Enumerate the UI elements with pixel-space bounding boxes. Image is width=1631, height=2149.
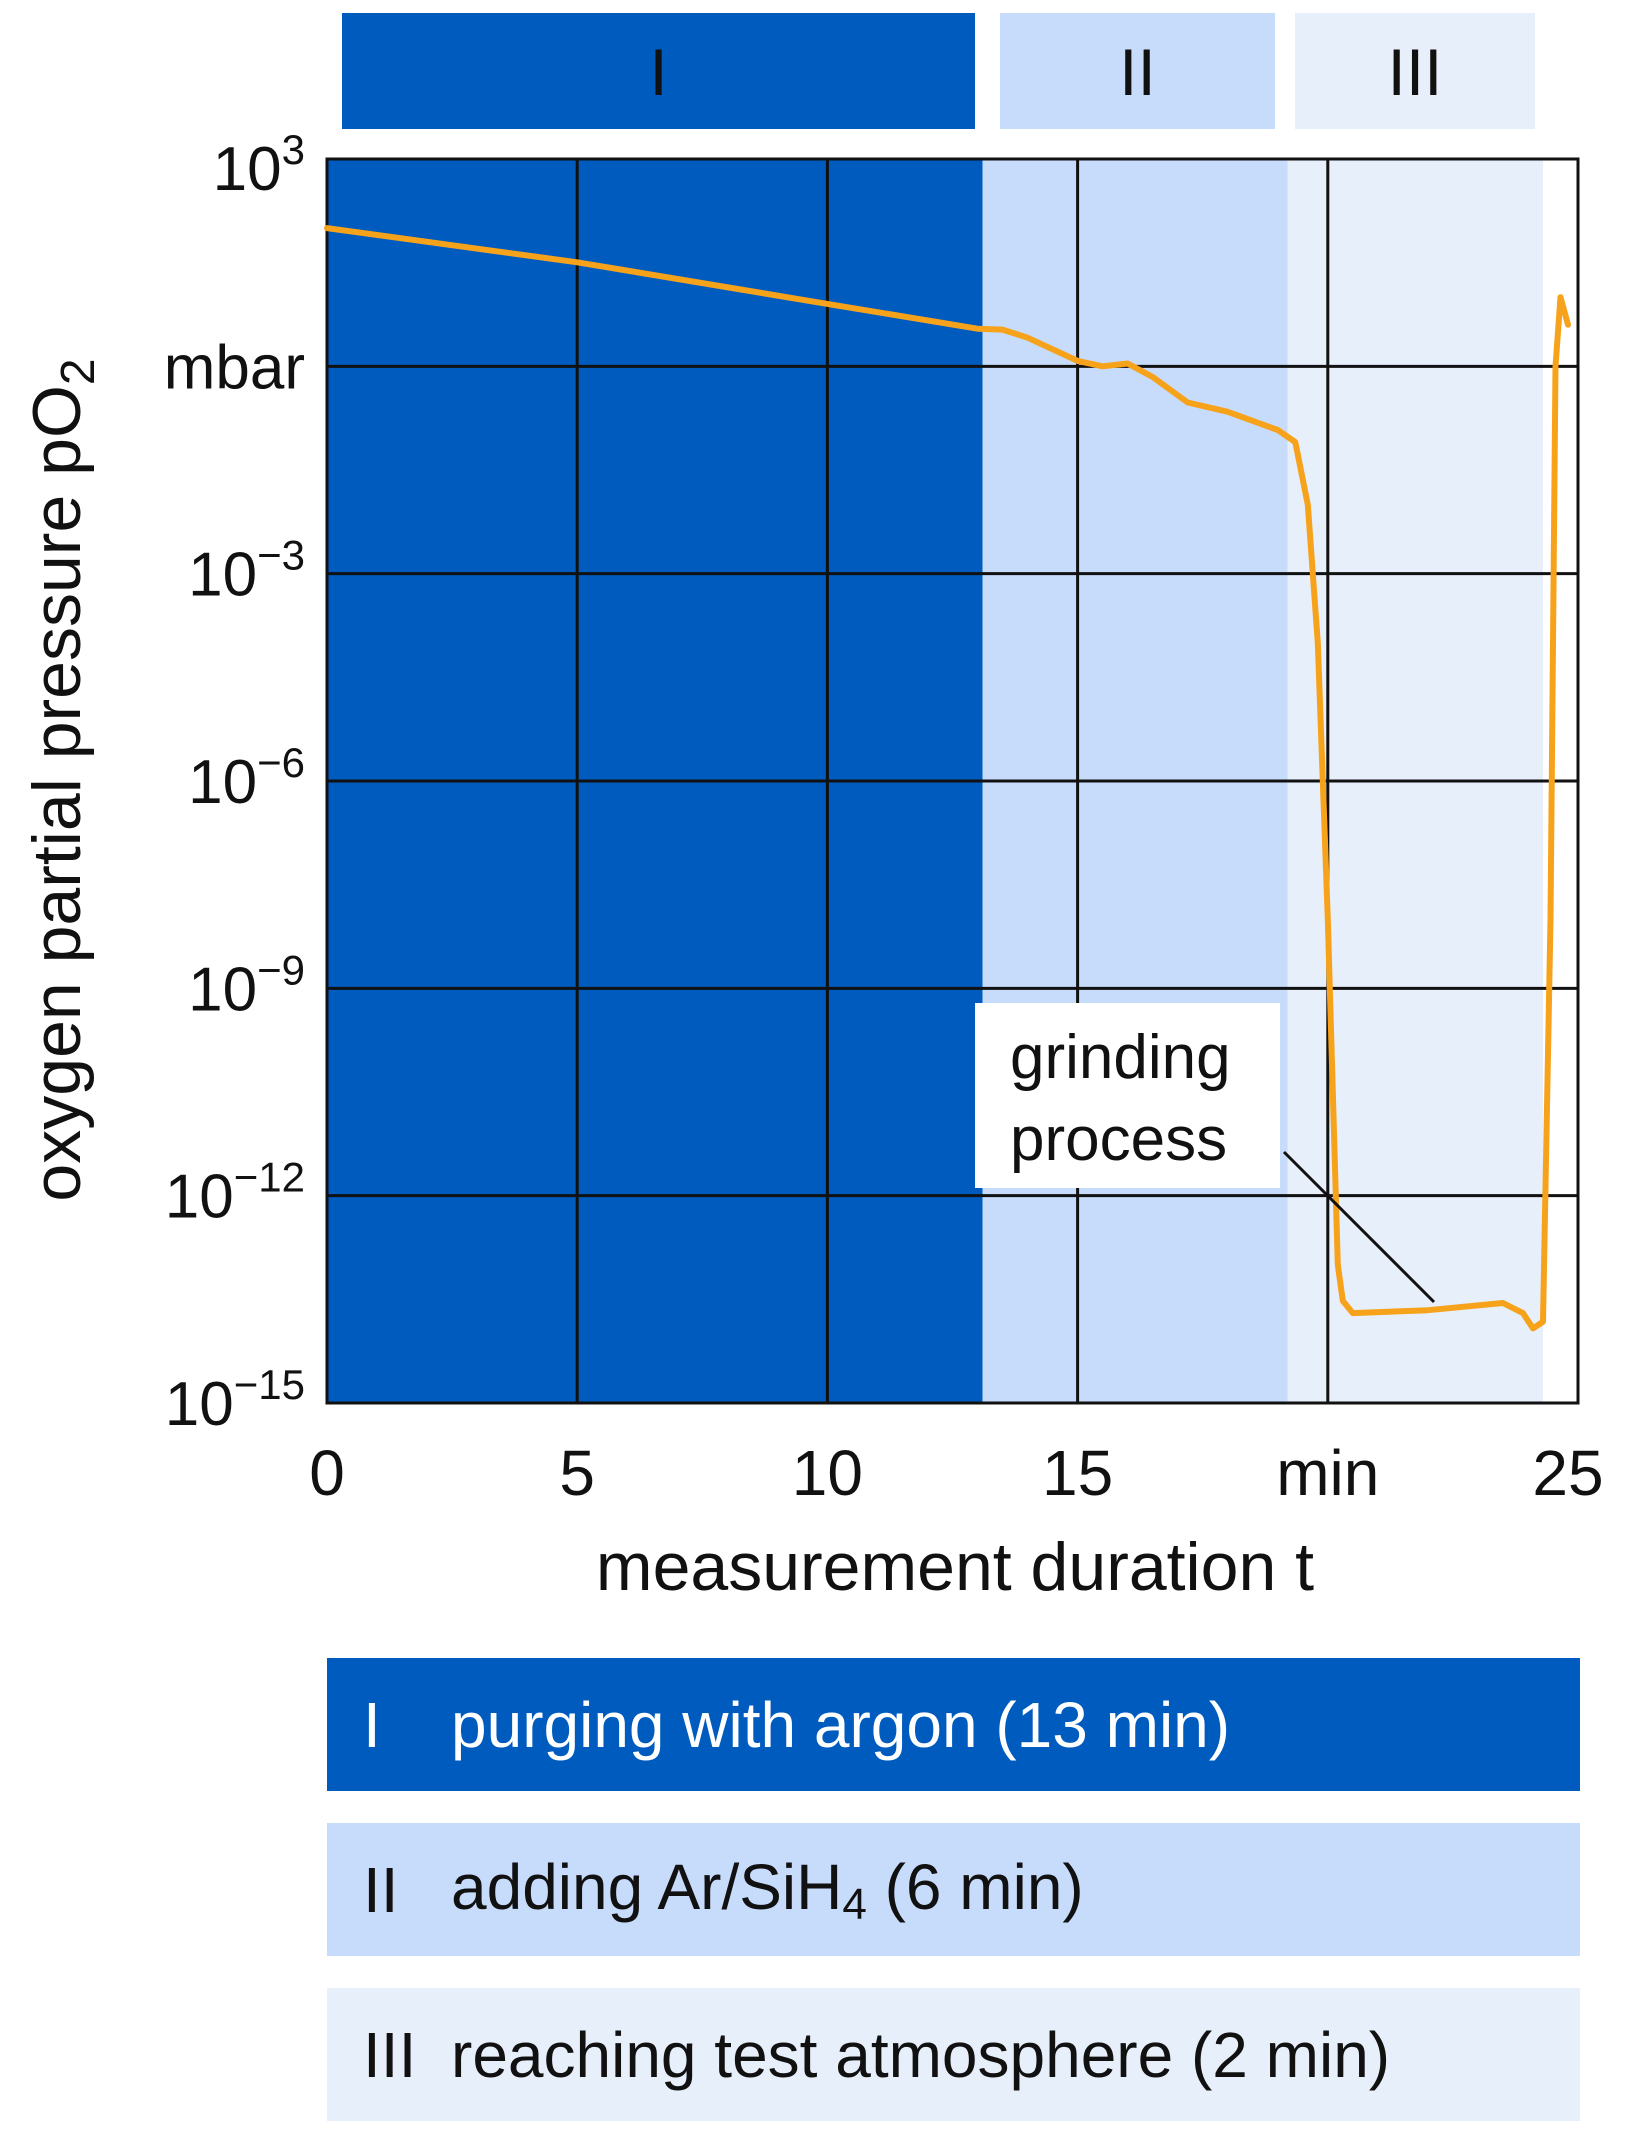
y-axis-label-sub: 2: [52, 358, 105, 385]
x-tick-label: min: [1276, 1437, 1379, 1509]
x-tick-label: 15: [1042, 1437, 1113, 1509]
legend-item-iii: III reaching test atmosphere (2 min): [327, 1988, 1580, 2121]
phase-bar-iii: [1295, 13, 1535, 129]
legend-item-ii: II adding Ar/SiH4 (6 min): [327, 1823, 1580, 1956]
legend-item-text: reaching test atmosphere (2 min): [451, 2018, 1391, 2091]
y-tick-labels: 103 mbar 10−3 10−6 10−9 10−12 10−15: [164, 126, 305, 1439]
legend-item-text: adding Ar/SiH4 (6 min): [451, 1850, 1084, 1929]
series-line-oxygen-pressure: [324, 225, 1571, 1332]
y-tick-label: mbar: [164, 333, 305, 402]
legend-item-subscript: 4: [842, 1879, 867, 1929]
legend-item-number: I: [363, 1688, 381, 1761]
x-tick-label: 10: [792, 1437, 863, 1509]
phase-bars: I II III: [342, 13, 1535, 129]
x-tick-label: 0: [309, 1437, 345, 1509]
x-tick-label: 5: [559, 1437, 595, 1509]
phase-bar-label-i: I: [649, 35, 667, 109]
x-axis-label: measurement duration t: [596, 1529, 1314, 1605]
phase-bar-label-iii: III: [1387, 35, 1442, 109]
legend-item-number: II: [363, 1853, 399, 1926]
y-tick-label: 10−9: [188, 946, 305, 1024]
phase-bar-ii: [1000, 13, 1275, 129]
y-tick-label: 10−15: [165, 1361, 305, 1439]
annotation-grinding-process: grinding process: [975, 1003, 1436, 1304]
y-axis-label-main: oxygen partial pressure pO: [19, 385, 95, 1201]
x-tick-labels: 0 5 10 15 min 25: [309, 1437, 1603, 1509]
y-tick-label: 10−3: [188, 532, 305, 610]
annotation-leader-line: [1282, 1150, 1436, 1304]
annotation-line2: process: [1010, 1105, 1227, 1174]
legend-item-text: purging with argon (13 min): [451, 1688, 1231, 1761]
phase-bar-label-ii: II: [1119, 35, 1156, 109]
y-tick-label: 10−6: [188, 739, 305, 817]
plot-frame: [325, 157, 1580, 1405]
annotation-box: [975, 1003, 1280, 1188]
x-tick-label: 25: [1532, 1437, 1603, 1509]
legend-item-number: III: [363, 2018, 417, 2091]
annotation-line1: grinding: [1010, 1023, 1231, 1092]
y-axis-label: oxygen partial pressure pO2: [19, 358, 105, 1201]
phase-bar-i: [342, 13, 975, 129]
y-tick-label: 103: [213, 126, 305, 204]
y-tick-label: 10−12: [165, 1154, 305, 1232]
